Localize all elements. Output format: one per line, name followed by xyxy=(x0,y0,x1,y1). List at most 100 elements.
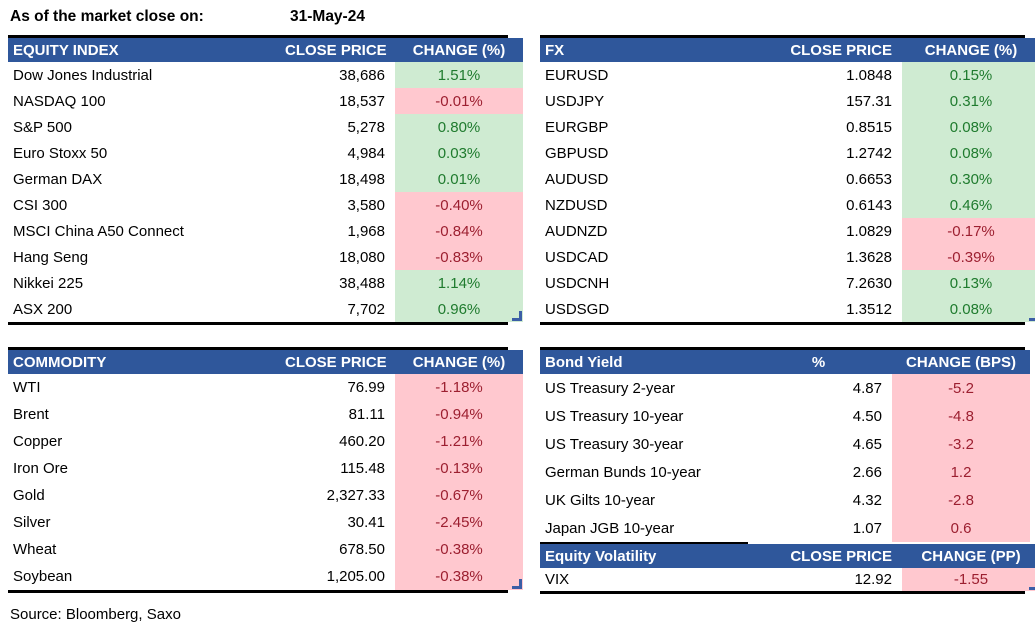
column-header: COMMODITY xyxy=(8,350,285,374)
as-of-label: As of the market close on: xyxy=(10,8,204,25)
change-cell: -2.8 xyxy=(892,486,1030,514)
change-cell: -0.39% xyxy=(902,244,1035,270)
table-resize-handle-icon[interactable] xyxy=(1029,580,1035,590)
change-cell: -0.38% xyxy=(395,563,523,590)
instrument-label: AUDNZD xyxy=(545,222,608,240)
instrument-label: Hang Seng xyxy=(13,248,89,266)
table-row: AUDNZD 1.0829 -0.17% xyxy=(540,218,1035,244)
table-row: Wheat 678.50 -0.38% xyxy=(8,536,523,563)
instrument-label: Silver xyxy=(13,514,51,531)
instrument-label: S&P 500 xyxy=(13,118,72,136)
table-resize-handle-icon[interactable] xyxy=(1029,311,1035,321)
table-row: Soybean 1,205.00 -0.38% xyxy=(8,563,523,590)
data-table: FX CLOSE PRICE CHANGE (%) EURUSD 1.0848 0.15%… xyxy=(540,38,1035,322)
table-row: Iron Ore 115.48 -0.13% xyxy=(8,455,523,482)
column-header: FX xyxy=(540,38,745,62)
change-cell: 0.08% xyxy=(902,140,1035,166)
source-note: Source: Bloomberg, Saxo xyxy=(10,606,181,623)
change-cell: 0.31% xyxy=(902,88,1035,114)
close-price: 12.92 xyxy=(854,571,892,588)
table-row: NZDUSD 0.6143 0.46% xyxy=(540,192,1035,218)
table-row: German DAX 18,498 0.01% xyxy=(8,166,523,192)
column-header: CHANGE (%) xyxy=(395,350,523,374)
as-of-date: 31-May-24 xyxy=(290,8,365,25)
instrument-label: USDCNH xyxy=(545,274,610,292)
column-header: CLOSE PRICE xyxy=(745,38,902,62)
table-row: CSI 300 3,580 -0.40% xyxy=(8,192,523,218)
close-price: 460.20 xyxy=(339,433,385,450)
table-row: WTI 76.99 -1.18% xyxy=(8,374,523,401)
close-price: 115.48 xyxy=(340,460,385,477)
close-price: 38,686 xyxy=(339,66,385,84)
data-table: EQUITY INDEX CLOSE PRICE CHANGE (%) Dow Jon… xyxy=(8,38,523,322)
instrument-label: EURGBP xyxy=(545,118,609,136)
instrument-label: Dow Jones Industrial xyxy=(13,66,153,84)
table-row: Japan JGB 10-year 1.07 0.6 xyxy=(540,514,1030,542)
close-price: 157.31 xyxy=(846,92,892,110)
table-divider-line xyxy=(540,542,748,544)
instrument-label: Gold xyxy=(13,487,45,504)
bond-yield-table: Bond Yield% CHANGE (BPS) US Treasury 2-yea… xyxy=(540,347,1030,542)
table-row: MSCI China A50 Connect 1,968 -0.84% xyxy=(8,218,523,244)
instrument-label: USDJPY xyxy=(545,92,605,110)
table-row: EURGBP 0.8515 0.08% xyxy=(540,114,1035,140)
change-cell: 0.08% xyxy=(902,296,1035,322)
fx-table: FX CLOSE PRICE CHANGE (%) EURUSD 1.0848 0.15%… xyxy=(540,35,1035,325)
table-resize-handle-icon[interactable] xyxy=(512,311,522,321)
table-row: US Treasury 30-year 4.65 -3.2 xyxy=(540,430,1030,458)
change-cell: -0.84% xyxy=(395,218,523,244)
equity-index-table: EQUITY INDEX CLOSE PRICE CHANGE (%) Dow Jon… xyxy=(8,35,523,325)
header-row: EQUITY INDEX CLOSE PRICE CHANGE (%) xyxy=(8,38,523,62)
change-cell: 1.51% xyxy=(395,62,523,88)
instrument-label: US Treasury 2-year xyxy=(545,379,676,397)
data-table: Equity Volatility CLOSE PRICE CHANGE (PP) V… xyxy=(540,544,1035,591)
close-price: 18,498 xyxy=(339,170,385,188)
instrument-label: Iron Ore xyxy=(13,460,69,477)
instrument-label: US Treasury 30-year xyxy=(545,435,684,453)
instrument-label: Wheat xyxy=(13,541,57,558)
change-cell: 0.01% xyxy=(395,166,523,192)
column-header: EQUITY INDEX xyxy=(8,38,285,62)
table-row: Nikkei 225 38,488 1.14% xyxy=(8,270,523,296)
instrument-label: Soybean xyxy=(13,568,73,585)
table-row: AUDUSD 0.6653 0.30% xyxy=(540,166,1035,192)
column-header: CHANGE (%) xyxy=(902,38,1035,62)
change-cell: -3.2 xyxy=(892,430,1030,458)
close-price: 3,580 xyxy=(347,196,385,214)
change-cell: 0.80% xyxy=(395,114,523,140)
column-header: Bond Yield xyxy=(540,350,745,374)
change-cell: -1.18% xyxy=(395,374,523,401)
change-cell: -0.01% xyxy=(395,88,523,114)
change-cell: -5.2 xyxy=(892,374,1030,402)
table-row: USDCAD 1.3628 -0.39% xyxy=(540,244,1035,270)
close-price: 1.2742 xyxy=(846,144,892,162)
column-header: Equity Volatility xyxy=(540,544,745,568)
change-cell: -0.38% xyxy=(395,536,523,563)
table-resize-handle-icon[interactable] xyxy=(512,579,522,589)
close-price: 7.2630 xyxy=(846,274,892,292)
change-cell: -0.17% xyxy=(902,218,1035,244)
close-price: 4.50 xyxy=(852,407,882,425)
instrument-label: Japan JGB 10-year xyxy=(545,519,675,537)
close-price: 678.50 xyxy=(339,541,385,558)
data-table: Bond Yield% CHANGE (BPS) US Treasury 2-yea… xyxy=(540,350,1030,542)
instrument-label: UK Gilts 10-year xyxy=(545,491,656,509)
table-row: USDSGD 1.3512 0.08% xyxy=(540,296,1035,322)
header-row: Equity Volatility CLOSE PRICE CHANGE (PP) xyxy=(540,544,1035,568)
close-price: 4.65 xyxy=(852,435,882,453)
close-price: 0.8515 xyxy=(846,118,892,136)
table-row: S&P 500 5,278 0.80% xyxy=(8,114,523,140)
instrument-label: Copper xyxy=(13,433,63,450)
change-cell: -4.8 xyxy=(892,402,1030,430)
close-price: 1.0848 xyxy=(846,66,892,84)
instrument-label: NASDAQ 100 xyxy=(13,92,106,110)
close-price: 4.32 xyxy=(852,491,882,509)
instrument-label: German DAX xyxy=(13,170,103,188)
table-row: GBPUSD 1.2742 0.08% xyxy=(540,140,1035,166)
column-header: CLOSE PRICE xyxy=(285,38,395,62)
instrument-label: German Bunds 10-year xyxy=(545,463,701,481)
table-row: Silver 30.41 -2.45% xyxy=(8,509,523,536)
table-row: Brent 81.11 -0.94% xyxy=(8,401,523,428)
close-price: 5,278 xyxy=(347,118,385,136)
close-price: 76.99 xyxy=(347,379,385,396)
